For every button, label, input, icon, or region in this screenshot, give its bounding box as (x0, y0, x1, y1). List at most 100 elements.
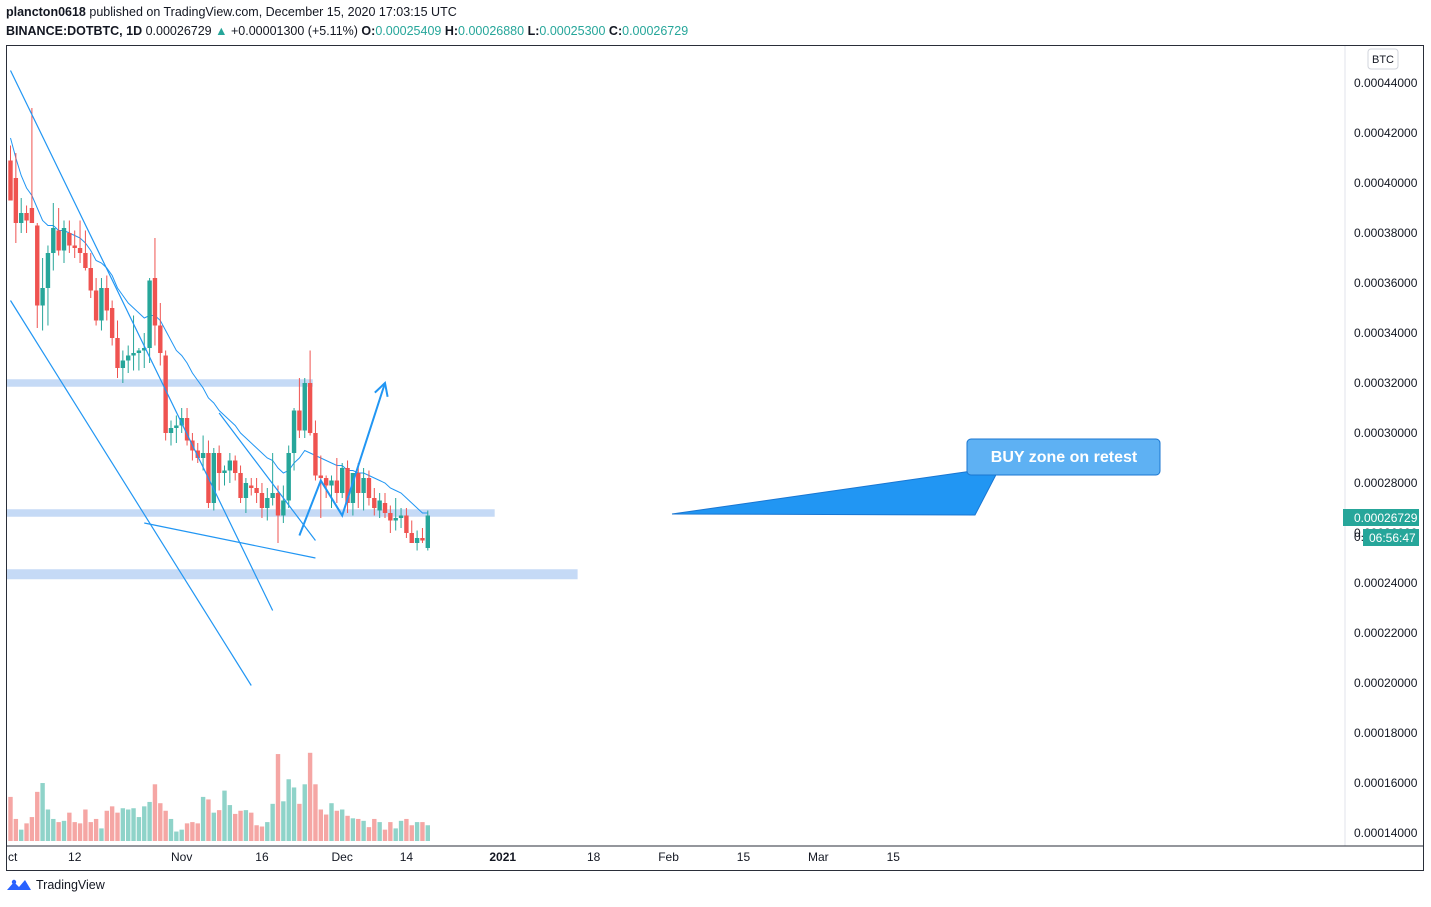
candle-body (115, 338, 120, 368)
candle-body (216, 453, 222, 473)
volume-bar (136, 817, 142, 841)
candle-body (329, 480, 334, 486)
volume-bar (83, 809, 88, 841)
candle-body (275, 493, 281, 516)
candle-body (270, 493, 275, 498)
volume-bar (56, 822, 61, 841)
chart-frame[interactable] (6, 45, 1424, 871)
volume-bar (265, 822, 270, 841)
candle-body (56, 230, 61, 251)
footer-brand[interactable]: TradingView (36, 878, 105, 892)
time-axis-ticks[interactable]: ct 12 Nov 16 Dec 14 2021 18 Feb 15 Mar 15 (8, 850, 900, 864)
time-tick-label: 14 (400, 850, 414, 864)
zone-band (7, 569, 578, 580)
candle-body (99, 288, 104, 321)
volume-bar (222, 790, 227, 841)
price-tick-label: 0.00042000 (1354, 126, 1418, 140)
candle-body (168, 428, 174, 433)
close-label: C: (608, 24, 623, 38)
volume-bar (61, 820, 67, 841)
candle-body (104, 288, 109, 311)
volume-bar (307, 752, 313, 841)
volume-bar (227, 805, 233, 841)
last-price-badge (1343, 509, 1419, 526)
volume-bar (51, 818, 56, 841)
volume-bar (147, 801, 152, 841)
price-tick-label: 0.00034000 (1354, 326, 1418, 340)
chart-header: plancton0618 published on TradingView.co… (6, 3, 688, 41)
close-value: 0.00026729 (622, 24, 689, 38)
candle-body (152, 278, 158, 326)
horizontal-zones (7, 379, 578, 580)
volume-bar (233, 813, 238, 841)
candle-body (388, 513, 393, 521)
candle-body (142, 348, 147, 351)
candle-body (243, 483, 249, 498)
candle-body (254, 488, 259, 493)
symbol-label[interactable]: BINANCE:DOTBTC, 1D (6, 24, 143, 38)
last-price-badge-text: 0.00026729 (1354, 511, 1418, 525)
volume-bar (323, 814, 329, 841)
volume-bar (131, 808, 136, 841)
volume-bar (200, 796, 206, 841)
candle-body (313, 433, 318, 476)
candle-body (174, 425, 179, 428)
author-name[interactable]: plancton0618 (6, 5, 86, 19)
candle-body (350, 473, 356, 503)
volume-bar (29, 817, 35, 841)
volume-bar (13, 818, 19, 841)
candle-body (45, 253, 51, 288)
publish-info: published on TradingView.com, December 1… (89, 5, 457, 19)
candle-body (40, 288, 45, 306)
volume-bar (291, 787, 297, 841)
time-tick-label: Nov (171, 850, 192, 864)
candle-body (211, 453, 216, 503)
volume-bar (158, 803, 163, 841)
candle-body (29, 208, 35, 223)
price-tick-label: 0.00036000 (1354, 276, 1418, 290)
volume-bar (414, 822, 420, 841)
candle-body (179, 418, 184, 426)
candle-body (366, 478, 372, 498)
time-tick-label: Mar (808, 850, 829, 864)
volume-bar (67, 812, 72, 841)
candle-body (163, 355, 168, 433)
zone-band (7, 379, 313, 387)
candle-body (131, 353, 136, 356)
candle-body (35, 225, 40, 306)
trend-drawings[interactable] (9, 70, 389, 686)
price-tick-label: 0.00038000 (1354, 226, 1418, 240)
candle-body (404, 515, 409, 533)
low-value: 0.00025300 (539, 24, 606, 38)
candle-body (77, 248, 83, 253)
price-axis[interactable]: BTC (1344, 46, 1399, 846)
candle-body (356, 473, 361, 493)
volume-bar (24, 823, 29, 841)
candle-body (88, 268, 93, 291)
buy-zone-callout[interactable]: BUY zone on retest (671, 438, 1161, 516)
price-tick-label: 0.00024000 (1354, 576, 1418, 590)
time-tick-label: ct (8, 850, 18, 864)
callout-box (966, 438, 1161, 476)
tradingview-logo-icon[interactable] (6, 878, 32, 892)
candle-body (345, 468, 350, 503)
projection-arrow-head (374, 381, 389, 397)
high-value: 0.00026880 (458, 24, 525, 38)
volume-bar (168, 818, 174, 841)
volume-bar (77, 823, 83, 841)
candle-body (414, 538, 420, 543)
hidden-price-prefix: 0. (1354, 530, 1364, 544)
currency-badge[interactable] (1367, 48, 1399, 70)
volume-bar (393, 828, 398, 841)
candle-body (19, 213, 24, 223)
candle-body (361, 478, 366, 493)
price-tick-label: 0.00028000 (1354, 476, 1418, 490)
candle-body (291, 410, 297, 453)
candle-body (93, 290, 99, 321)
candle-body (265, 498, 270, 508)
volume-bar (99, 828, 104, 841)
candle-body (200, 453, 206, 458)
volume-bar (361, 820, 366, 841)
volume-bar (190, 822, 195, 841)
